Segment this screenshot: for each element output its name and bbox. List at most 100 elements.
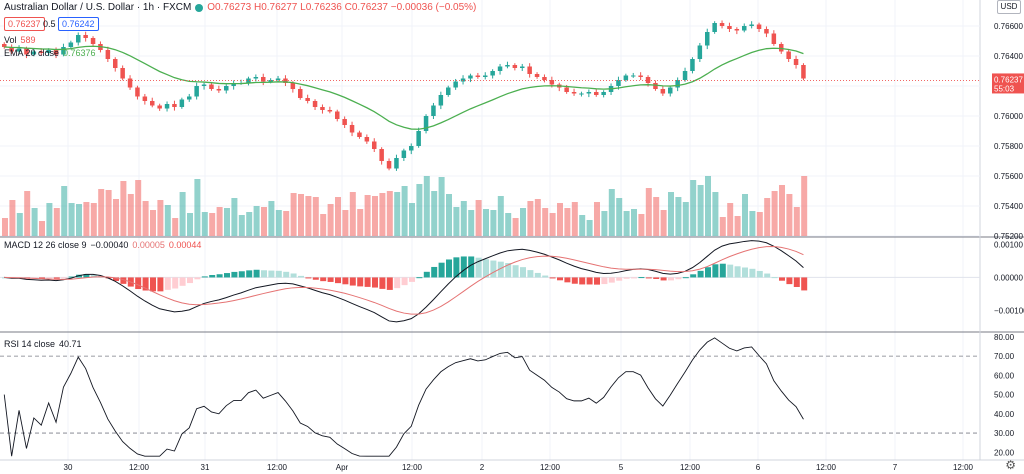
volume-bar	[342, 210, 349, 236]
macd-label: MACD 12 26 close 9	[4, 240, 87, 250]
candle-body	[571, 92, 577, 94]
volume-bar	[246, 212, 253, 236]
macd-histogram-bar	[771, 277, 778, 279]
market-status-icon	[195, 3, 204, 12]
volume-bar	[290, 193, 297, 236]
price-tick-label: 0.75200	[994, 232, 1023, 241]
macd-histogram-bar	[409, 277, 415, 282]
candle-body	[764, 29, 769, 34]
macd-histogram-bar	[423, 271, 430, 278]
macd-histogram-bar	[275, 270, 282, 278]
volume-bar	[742, 194, 748, 236]
candle-body	[246, 78, 251, 83]
macd-histogram-bar	[512, 265, 519, 278]
volume-bar	[468, 210, 475, 236]
candle-body	[749, 24, 754, 26]
candle-body	[253, 77, 259, 79]
ema-legend[interactable]: EMA 20 close 0.76376	[4, 48, 96, 58]
currency-button[interactable]: USD	[997, 0, 1021, 14]
symbol-title[interactable]: Australian Dollar / U.S. Dollar · 1h · F…	[4, 2, 192, 13]
volume-bar	[616, 198, 623, 236]
volume-bar	[120, 181, 127, 236]
time-tick-label: 12:00	[129, 463, 150, 472]
volume-bar	[268, 201, 275, 236]
macd-histogram-bar	[216, 274, 223, 278]
candle-body	[298, 89, 303, 98]
volume-bar	[283, 211, 290, 236]
candle-body	[586, 92, 592, 94]
volume-bar	[579, 215, 586, 236]
macd-histogram-bar	[557, 277, 563, 281]
time-tick-label: 12:00	[267, 463, 288, 472]
candle-body	[423, 116, 429, 131]
macd-histogram-bar	[90, 274, 97, 278]
candle-body	[534, 74, 540, 77]
volume-bar	[83, 202, 90, 236]
volume-bar	[534, 199, 541, 236]
volume-bar	[135, 180, 142, 236]
volume-bar	[727, 203, 734, 236]
candle-body	[342, 119, 347, 125]
candle-body	[416, 131, 421, 146]
macd-histogram-bar	[327, 277, 334, 282]
macd-histogram-bar	[594, 277, 600, 285]
candle-body	[179, 99, 185, 107]
macd-histogram-bar	[719, 263, 726, 278]
macd-histogram-bar	[372, 277, 378, 288]
rsi-tick-label: 80.00	[994, 333, 1015, 342]
macd-histogram-bar	[283, 271, 290, 278]
candle-body	[379, 149, 384, 161]
rsi-tick-label: 30.00	[994, 429, 1015, 438]
candle-body	[357, 132, 362, 137]
macd-histogram-bar	[364, 277, 371, 287]
candle-body	[653, 83, 658, 89]
volume-legend[interactable]: Vol 589	[4, 35, 36, 45]
volume-bar	[24, 191, 31, 236]
candle-body	[372, 141, 377, 149]
volume-bar	[653, 197, 660, 236]
macd-histogram-bar	[379, 277, 386, 289]
macd-histogram-bar	[135, 277, 142, 290]
macd-histogram-bar	[460, 256, 467, 278]
bar-countdown-label: 55:03	[994, 84, 1015, 93]
macd-histogram-bar	[357, 277, 364, 287]
candle-body	[349, 125, 355, 133]
volume-bar	[416, 184, 423, 236]
volume-bar	[557, 203, 563, 236]
volume-bar	[793, 207, 800, 236]
gear-icon[interactable]: ⚙	[1005, 458, 1016, 472]
volume-bar	[719, 217, 726, 236]
ask-price[interactable]: 0.76242	[58, 17, 99, 31]
volume-bar	[660, 210, 667, 236]
volume-bar	[9, 200, 16, 236]
macd-legend[interactable]: MACD 12 26 close 9 −0.00040 0.00005 0.00044	[4, 240, 201, 250]
candle-body	[527, 66, 532, 74]
candle-body	[675, 80, 680, 88]
volume-bar	[460, 201, 467, 236]
candle-body	[46, 50, 51, 53]
volume-bar	[2, 218, 8, 236]
rsi-legend[interactable]: RSI 14 close 40.71	[4, 339, 82, 349]
candle-body	[209, 84, 214, 89]
macd-hist-value: 0.00044	[168, 240, 202, 250]
volume-bar	[98, 189, 105, 236]
candle-body	[512, 65, 518, 68]
bid-price[interactable]: 0.76237	[4, 17, 45, 31]
volume-bar	[675, 197, 682, 236]
macd-histogram-bar	[749, 268, 756, 278]
macd-signal-line	[4, 246, 804, 315]
macd-histogram-bar	[335, 277, 341, 284]
macd-histogram-bar	[68, 276, 75, 278]
macd-histogram-bar	[253, 269, 260, 278]
candle-body	[120, 68, 125, 79]
macd-histogram-bar	[653, 277, 660, 279]
volume-bar	[172, 218, 179, 236]
last-price-label: 0.76237	[994, 75, 1023, 84]
volume-bar	[586, 220, 593, 236]
macd-histogram-bar	[793, 277, 800, 287]
macd-histogram-bar	[734, 266, 741, 278]
volume-bar	[764, 198, 771, 236]
macd-histogram-bar	[113, 277, 119, 281]
macd-histogram-bar	[320, 277, 327, 282]
